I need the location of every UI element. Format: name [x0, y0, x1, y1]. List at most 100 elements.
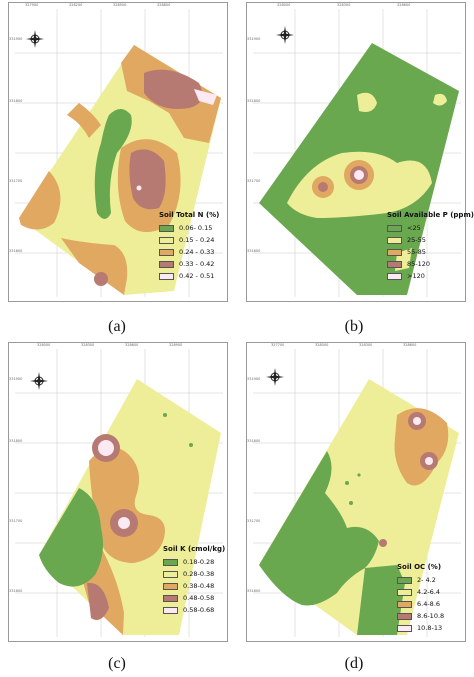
- top-tick-c-2: 328600: [125, 343, 139, 347]
- caption-d: (d): [344, 655, 364, 672]
- legend-swatch: [163, 558, 178, 566]
- left-tick-b-3: 331600: [247, 249, 261, 253]
- legend-item: 55-85: [387, 246, 474, 258]
- legend-item: 2- 4.2: [397, 574, 444, 586]
- caption-a: (a): [108, 318, 126, 335]
- compass-rose-d: [266, 368, 284, 386]
- legend-item: 0.24 - 0.33: [159, 246, 219, 258]
- legend-label: 6.4-8.6: [417, 600, 441, 608]
- top-tick-b-1: 328300: [337, 3, 351, 7]
- legend-item: 0.18-0.28: [163, 556, 225, 568]
- legend-label: 25-55: [407, 236, 426, 244]
- left-tick-d-0: 331900: [247, 377, 261, 381]
- legend-swatch: [159, 236, 174, 244]
- legend-c: Soil K (cmol/kg) 0.18-0.28 0.28-0.38 0.3…: [163, 545, 225, 616]
- legend-item: 0.06- 0.15: [159, 222, 219, 234]
- left-tick-a-1: 331800: [9, 99, 23, 103]
- legend-swatch: [163, 594, 178, 602]
- map-a-svg: [15, 9, 223, 297]
- map-b-field: [259, 43, 459, 295]
- legend-swatch: [159, 272, 174, 280]
- legend-item: 6.4-8.6: [397, 598, 444, 610]
- legend-item: 0.58-0.68: [163, 604, 225, 616]
- legend-label: 2- 4.2: [417, 576, 436, 584]
- legend-swatch: [387, 248, 402, 256]
- legend-label: 0.18-0.28: [183, 558, 215, 566]
- legend-swatch: [397, 612, 412, 620]
- legend-item: 0.28-0.38: [163, 568, 225, 580]
- top-tick-c-0: 328000: [37, 343, 51, 347]
- map-d-svg: [253, 349, 461, 637]
- legend-d: Soil OC (%) 2- 4.2 4.2-6.4 6.4-8.6 8.6-1…: [397, 563, 444, 634]
- top-tick-a-1: 328200: [69, 3, 83, 7]
- left-tick-d-1: 331800: [247, 439, 261, 443]
- legend-title-d: Soil OC (%): [397, 563, 442, 571]
- left-tick-c-3: 331600: [9, 589, 23, 593]
- legend-item: 0.15 - 0.24: [159, 234, 219, 246]
- compass-rose-a: [26, 30, 44, 48]
- legend-swatch: [387, 272, 402, 280]
- legend-item: 0.38-0.48: [163, 580, 225, 592]
- legend-swatch: [159, 224, 174, 232]
- left-tick-a-0: 331900: [9, 37, 23, 41]
- legend-item: 0.42 - 0.51: [159, 270, 219, 282]
- legend-b: Soil Available P (ppm) <25 25-55 55-85 8…: [387, 211, 474, 282]
- legend-item: 85-120: [387, 258, 474, 270]
- top-tick-a-3: 328800: [157, 3, 171, 7]
- map-panel-d: 327700 328000 328300 328600 331900 33180…: [246, 342, 466, 642]
- caption-b: (b): [344, 318, 364, 335]
- left-tick-b-1: 331800: [247, 99, 261, 103]
- legend-swatch: [397, 588, 412, 596]
- left-tick-c-2: 331700: [9, 519, 23, 523]
- legend-label: 0.06- 0.15: [179, 224, 213, 232]
- left-tick-c-1: 331800: [9, 439, 23, 443]
- top-tick-a-0: 327900: [25, 3, 39, 7]
- legend-label: 0.38-0.48: [183, 582, 215, 590]
- legend-label: 0.24 - 0.33: [179, 248, 215, 256]
- compass-rose-b: [276, 26, 294, 44]
- legend-label: 4.2-6.4: [417, 588, 441, 596]
- legend-a: Soil Total N (%) 0.06- 0.15 0.15 - 0.24 …: [159, 211, 219, 282]
- legend-item: 10.8-13: [397, 622, 444, 634]
- legend-label: >120: [407, 272, 425, 280]
- legend-label: 85-120: [407, 260, 431, 268]
- top-tick-d-2: 328300: [359, 343, 373, 347]
- left-tick-c-0: 331900: [9, 377, 23, 381]
- legend-item: <25: [387, 222, 474, 234]
- legend-item: 25-55: [387, 234, 474, 246]
- legend-swatch: [397, 600, 412, 608]
- top-tick-c-3: 328900: [169, 343, 183, 347]
- left-tick-b-0: 331900: [247, 37, 261, 41]
- legend-swatch: [163, 606, 178, 614]
- legend-title-a: Soil Total N (%): [159, 211, 220, 219]
- compass-rose-c: [30, 372, 48, 390]
- legend-item: 8.6-10.8: [397, 610, 444, 622]
- legend-label: 0.42 - 0.51: [179, 272, 215, 280]
- legend-label: 0.33 - 0.42: [179, 260, 215, 268]
- legend-swatch: [159, 248, 174, 256]
- top-tick-b-0: 328000: [277, 3, 291, 7]
- legend-label: 0.15 - 0.24: [179, 236, 215, 244]
- left-tick-d-3: 331600: [247, 589, 261, 593]
- legend-item: >120: [387, 270, 474, 282]
- legend-swatch: [387, 236, 402, 244]
- legend-label: 55-85: [407, 248, 426, 256]
- map-a-field: [19, 45, 221, 295]
- legend-label: 0.58-0.68: [183, 606, 215, 614]
- map-b-svg: [253, 9, 461, 297]
- legend-label: 8.6-10.8: [417, 612, 445, 620]
- left-tick-a-2: 331700: [9, 179, 23, 183]
- caption-c: (c): [108, 655, 126, 672]
- left-tick-a-3: 331600: [9, 249, 23, 253]
- top-tick-d-3: 328600: [403, 343, 417, 347]
- top-tick-a-2: 328500: [113, 3, 127, 7]
- legend-label: <25: [407, 224, 421, 232]
- legend-swatch: [397, 624, 412, 632]
- top-tick-d-0: 327700: [271, 343, 285, 347]
- legend-label: 0.48-0.58: [183, 594, 215, 602]
- top-tick-d-1: 328000: [315, 343, 329, 347]
- legend-swatch: [387, 224, 402, 232]
- legend-title-b: Soil Available P (ppm): [387, 211, 474, 219]
- legend-swatch: [387, 260, 402, 268]
- left-tick-b-2: 331700: [247, 179, 261, 183]
